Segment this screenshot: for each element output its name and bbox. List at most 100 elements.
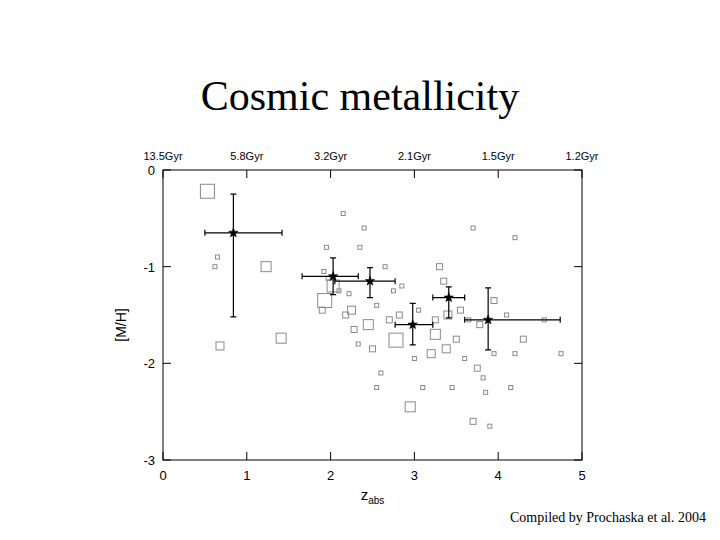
data-point — [513, 236, 517, 240]
x2-tick-label: 2.1Gyr — [398, 150, 431, 162]
x2-tick — [498, 170, 499, 178]
data-point — [347, 292, 351, 296]
x-tick — [498, 452, 499, 460]
data-point — [471, 226, 475, 230]
data-point — [474, 365, 480, 371]
data-point — [261, 262, 271, 272]
x-tick — [582, 452, 583, 460]
x-tick-label: 1 — [243, 468, 250, 483]
data-point — [484, 390, 488, 394]
data-point — [319, 307, 325, 313]
data-point — [412, 357, 416, 361]
data-point — [386, 317, 392, 323]
y-tick-right — [574, 363, 582, 364]
binned-point — [365, 276, 375, 285]
data-point — [559, 352, 563, 356]
x2-tick-label: 1.2Gyr — [565, 150, 598, 162]
x2-tick-label: 1.5Gyr — [482, 150, 515, 162]
x-tick-label: 3 — [411, 468, 418, 483]
data-point — [457, 307, 463, 313]
data-point — [362, 226, 366, 230]
plot-frame — [163, 170, 582, 460]
data-point — [520, 336, 526, 342]
x-tick — [163, 452, 164, 460]
data-point — [400, 284, 404, 288]
data-point — [358, 245, 362, 249]
title: Cosmic metallicity — [201, 73, 519, 119]
data-point — [200, 184, 214, 198]
y-error-bar — [446, 287, 452, 318]
x2-tick — [246, 170, 247, 178]
data-point — [481, 376, 485, 380]
data-point — [216, 342, 224, 350]
y-tick — [163, 266, 171, 267]
x-tick — [246, 452, 247, 460]
data-point — [370, 346, 376, 352]
x2-tick — [330, 170, 331, 178]
y-axis-label: [M/H] — [113, 308, 129, 341]
x-tick-label: 0 — [159, 468, 166, 483]
binned-point — [483, 315, 493, 324]
y-tick-label: 0 — [148, 163, 155, 178]
data-point — [341, 212, 345, 216]
data-point — [375, 303, 379, 307]
data-point — [513, 352, 517, 356]
data-point — [437, 264, 443, 270]
data-point — [363, 320, 373, 330]
y-tick-label: -1 — [143, 260, 155, 275]
data-point — [324, 245, 328, 249]
x2-tick — [582, 170, 583, 178]
data-point — [453, 336, 459, 342]
x2-tick — [163, 170, 164, 178]
background — [0, 0, 720, 540]
data-point — [389, 333, 403, 347]
data-point — [463, 357, 467, 361]
data-point — [343, 312, 349, 318]
data-point — [396, 312, 402, 318]
data-point — [318, 294, 332, 308]
data-point — [442, 345, 450, 353]
x-axis-label: zabs — [361, 486, 385, 506]
data-point — [322, 270, 326, 274]
data-point — [337, 289, 341, 293]
data-point — [375, 386, 379, 390]
data-point — [213, 265, 217, 269]
data-point — [379, 371, 383, 375]
data-point — [356, 342, 360, 346]
y-tick-right — [574, 170, 582, 171]
data-point — [492, 352, 496, 356]
y-tick — [163, 170, 171, 171]
x-tick — [414, 452, 415, 460]
data-point — [441, 278, 447, 284]
data-point — [491, 298, 497, 304]
binned-point — [408, 320, 418, 329]
data-point — [383, 265, 387, 269]
x2-tick-label: 3.2Gyr — [314, 150, 347, 162]
x-axis-label-main: z — [361, 486, 369, 503]
y-tick-label: -2 — [143, 356, 155, 371]
y-tick-right — [574, 460, 582, 461]
x-tick-label: 5 — [578, 468, 585, 483]
y-tick-right — [574, 266, 582, 267]
x-tick-label: 4 — [495, 468, 502, 483]
data-point — [505, 313, 509, 317]
data-point — [477, 322, 483, 328]
data-point — [276, 333, 286, 343]
y-error-bar — [230, 194, 236, 317]
data-point — [391, 289, 395, 293]
data-point — [405, 402, 415, 412]
y-tick — [163, 460, 171, 461]
binned-point — [229, 228, 239, 237]
data-point — [430, 329, 440, 339]
marks — [200, 184, 563, 428]
data-point — [421, 386, 425, 390]
x-error-bar — [335, 278, 395, 284]
y-tick — [163, 363, 171, 364]
x-error-bar — [205, 230, 282, 236]
binned-point — [328, 271, 338, 280]
x-axis-label-sub: abs — [368, 495, 384, 506]
data-point — [470, 418, 476, 424]
data-point — [509, 386, 513, 390]
data-point — [351, 327, 357, 333]
x-error-bar — [465, 317, 561, 323]
